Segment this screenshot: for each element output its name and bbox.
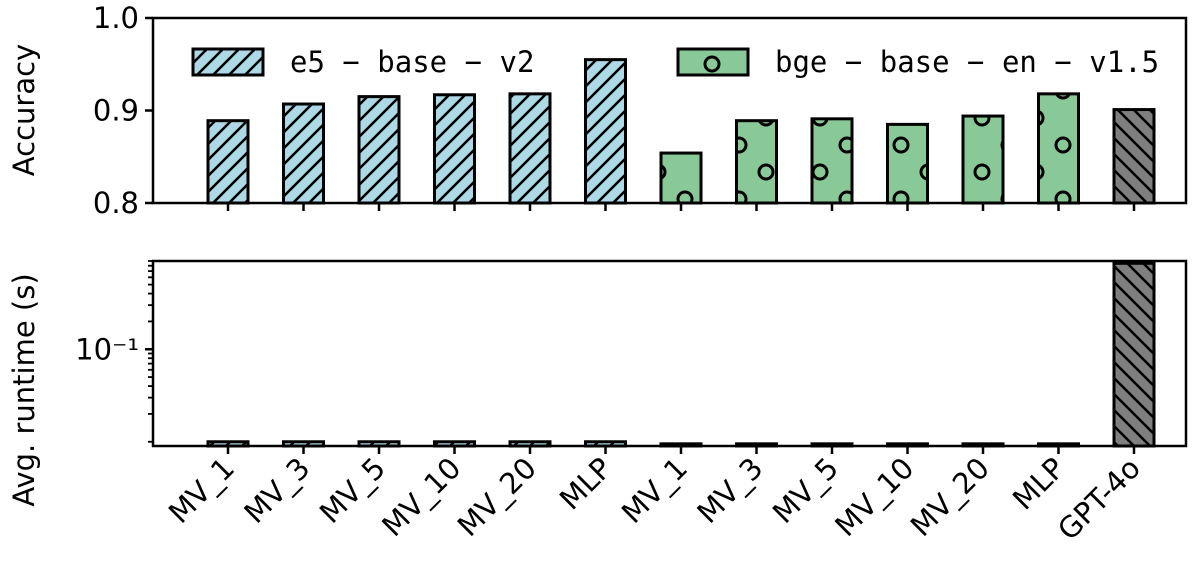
runtime-panel: 10⁻¹ Avg. runtime (s) <box>7 259 1188 507</box>
accuracy-bar <box>433 93 476 205</box>
y-tick-label: 1.0 <box>93 1 139 35</box>
x-tick-label: MV_1 <box>615 451 694 530</box>
accuracy-bar <box>1112 108 1156 205</box>
runtime-bar <box>1112 261 1156 448</box>
legend-label: e5 − base − v2 <box>290 45 534 79</box>
accuracy-bar <box>282 102 325 205</box>
runtime-y-axis-label: Avg. runtime (s) <box>7 273 41 506</box>
x-tick-label: MV_20 <box>904 451 996 543</box>
accuracy-bar <box>508 92 552 205</box>
y-tick-label: 0.9 <box>93 94 139 128</box>
accuracy-bar <box>1037 92 1080 205</box>
accuracy-panel: 0.8 0.9 1.0 Accuracy e5 − base − v2 bge − bas… <box>7 1 1188 220</box>
legend-label: bge − base − en − v1.5 <box>775 45 1159 79</box>
legend-swatch <box>191 47 265 77</box>
x-tick-label: MV_3 <box>690 451 769 530</box>
accuracy-bar <box>206 119 250 205</box>
accuracy-bar <box>357 95 401 205</box>
legend-swatch <box>676 47 750 77</box>
runtime-axes-frame <box>151 259 1188 448</box>
y-tick-label: 0.8 <box>93 186 139 220</box>
x-tick-label: GPT-4o <box>1051 451 1147 547</box>
x-tick-label: MV_3 <box>237 451 316 530</box>
accuracy-bar <box>810 117 854 205</box>
accuracy-bar <box>584 58 627 205</box>
x-tick-label: MV_20 <box>451 451 543 543</box>
accuracy-bar <box>659 151 703 205</box>
y-tick-label: 10⁻¹ <box>75 332 139 366</box>
x-tick-label: MV_1 <box>162 451 241 530</box>
accuracy-y-axis-label: Accuracy <box>7 44 41 176</box>
accuracy-bar <box>961 114 1005 205</box>
x-tick-label: MV_10 <box>375 451 467 543</box>
x-tick-label: MV_10 <box>828 451 920 543</box>
accuracy-bar <box>735 119 778 205</box>
accuracy-bar <box>886 122 929 205</box>
x-tick-label: MLP <box>553 451 619 517</box>
x-tick-label: MLP <box>1006 451 1072 517</box>
